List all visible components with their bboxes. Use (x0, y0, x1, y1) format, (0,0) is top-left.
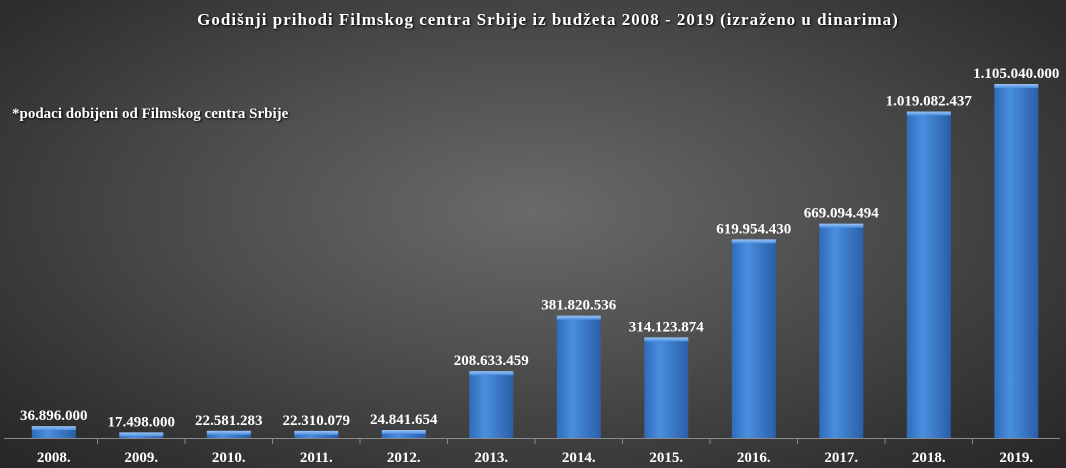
bar-cap-2011 (294, 430, 339, 435)
bar-2017 (819, 223, 864, 438)
chart-note: *podaci dobijeni od Filmskog centra Srbi… (12, 106, 289, 122)
x-tick-label-2019: 2019. (999, 450, 1033, 466)
value-label-2017: 669.094.494 (804, 206, 880, 222)
value-labels-group: 36.896.000 17.498.000 22.581.283 22.310.079… (20, 66, 1059, 430)
x-tick-label-2009: 2009. (124, 450, 158, 466)
chart-title: Godišnji prihodi Filmskog centra Srbije … (197, 10, 899, 29)
value-label-2015: 314.123.874 (629, 319, 705, 335)
bar-2008 (31, 426, 76, 438)
x-tick-label-2011: 2011. (300, 450, 333, 466)
bar-2013 (469, 371, 514, 438)
value-label-2011: 22.310.079 (283, 413, 351, 429)
x-tick-label-2015: 2015. (649, 450, 683, 466)
bar-2019 (994, 84, 1039, 438)
bar-cap-2012 (381, 430, 426, 434)
value-label-2018: 1.019.082.437 (886, 94, 973, 110)
bar-cap-2016 (731, 239, 776, 244)
bar-cap-2018 (906, 111, 951, 116)
bar-cap-2015 (644, 337, 689, 342)
bar-cap-2010 (206, 430, 251, 435)
bar-2016 (731, 239, 776, 438)
x-tick-label-2017: 2017. (824, 450, 858, 466)
bar-cap-2008 (31, 426, 76, 431)
x-tick-label-2012: 2012. (387, 450, 421, 466)
x-tick-label-2018: 2018. (912, 450, 946, 466)
x-tick-label-2014: 2014. (562, 450, 596, 466)
value-label-2013: 208.633.459 (454, 353, 529, 369)
value-label-2010: 22.581.283 (195, 413, 263, 429)
x-tick-label-2010: 2010. (212, 450, 246, 466)
value-label-2014: 381.820.536 (541, 298, 617, 314)
value-label-2008: 36.896.000 (20, 408, 88, 424)
bar-cap-2009 (119, 432, 164, 437)
bar-cap-2017 (819, 223, 864, 228)
bar-cap-2019 (994, 84, 1039, 88)
bar-cap-2014 (556, 315, 601, 320)
value-label-2009: 17.498.000 (108, 414, 176, 430)
bar-2015 (644, 337, 689, 438)
bars-group (31, 84, 1039, 438)
value-label-2012: 24.841.654 (370, 412, 438, 428)
bar-2014 (556, 315, 601, 438)
x-tick-label-2013: 2013. (474, 450, 508, 466)
value-label-2016: 619.954.430 (716, 221, 791, 237)
x-tick-label-2016: 2016. (737, 450, 771, 466)
bar-cap-2013 (469, 371, 514, 376)
x-tick-label-2008: 2008. (37, 450, 71, 466)
value-label-2019: 1.105.040.000 (973, 66, 1059, 82)
x-ticks-group: 2008. 2009. 2010. 2011. 2012. 2013. 2014. 2015.… (37, 438, 1033, 466)
bar-2018 (906, 111, 951, 438)
